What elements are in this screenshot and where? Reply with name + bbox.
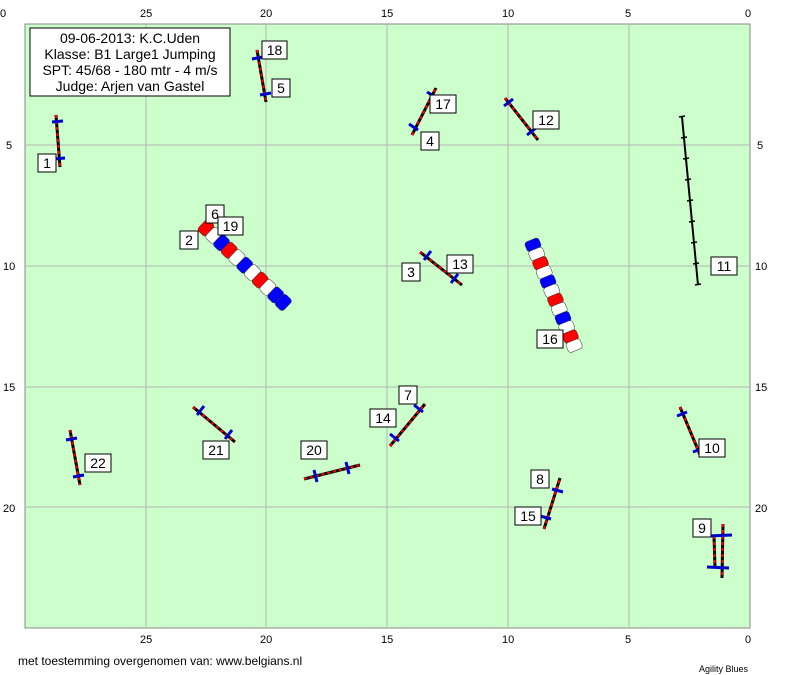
- dogwalk-slat: [690, 241, 698, 244]
- svg-text:11: 11: [717, 258, 732, 274]
- label-15: 15: [514, 506, 542, 526]
- dogwalk-slat: [688, 220, 696, 223]
- x-tick-bottom: 20: [260, 634, 272, 646]
- double-9: [706, 523, 733, 579]
- hurdle-5-18: [251, 49, 272, 103]
- grid-lines: [25, 24, 750, 628]
- info-judge: Judge: Arjen van Gastel: [56, 78, 205, 94]
- svg-text:18: 18: [267, 42, 283, 58]
- label-14: 14: [369, 408, 397, 428]
- info-class: Klasse: B1 Large1 Jumping: [44, 46, 215, 62]
- svg-text:13: 13: [452, 256, 468, 272]
- x-corner-bottom: 0: [745, 634, 751, 646]
- svg-text:8: 8: [536, 471, 544, 487]
- svg-text:3: 3: [407, 264, 415, 280]
- tunnel-segment: [565, 338, 583, 353]
- label-19: 19: [217, 216, 244, 236]
- svg-text:21: 21: [208, 442, 224, 458]
- brand-text: Agility Blues: [698, 664, 748, 674]
- dogwalk-slat: [680, 136, 688, 139]
- info-spt: SPT: 45/68 - 180 mtr - 4 m/s: [42, 62, 217, 78]
- y-tick-right: 15: [755, 382, 767, 394]
- dogwalk-slat: [684, 178, 692, 181]
- label-3: 3: [401, 262, 421, 282]
- svg-text:2: 2: [185, 232, 193, 248]
- hurdle-8-15: [539, 477, 564, 530]
- x-tick-top: 5: [625, 8, 631, 20]
- label-16: 16: [536, 329, 564, 349]
- hurdle-3-13: [419, 250, 463, 287]
- x-corner-right: 0: [745, 8, 751, 20]
- dogwalk-11: [678, 115, 702, 286]
- label-11: 11: [710, 256, 738, 276]
- y-tick-right: 5: [757, 140, 763, 152]
- y-tick-right: 20: [755, 503, 767, 515]
- label-17: 17: [429, 94, 457, 114]
- tunnel-16: [524, 237, 583, 353]
- svg-text:19: 19: [223, 218, 239, 234]
- info-date-place: 09-06-2013: K.C.Uden: [60, 30, 200, 46]
- y-tick-left: 15: [3, 382, 15, 394]
- svg-text:1: 1: [43, 155, 51, 171]
- label-2: 2: [179, 230, 199, 250]
- x-tick-bottom: 5: [625, 634, 631, 646]
- label-7: 7: [398, 385, 418, 405]
- svg-text:14: 14: [375, 410, 391, 426]
- tunnel-segment: [275, 294, 292, 311]
- hurdle-7-14: [388, 403, 427, 447]
- svg-text:4: 4: [426, 133, 434, 149]
- x-tick-top: 25: [140, 8, 152, 20]
- label-5: 5: [271, 78, 291, 98]
- label-13: 13: [446, 254, 474, 274]
- label-1: 1: [37, 153, 57, 173]
- svg-text:12: 12: [538, 112, 554, 128]
- label-10: 10: [698, 438, 726, 458]
- svg-text:20: 20: [306, 442, 322, 458]
- svg-text:5: 5: [277, 80, 285, 96]
- hurdle-21: [192, 405, 236, 444]
- hurdle-20: [303, 461, 361, 483]
- dogwalk-slat: [682, 157, 690, 160]
- y-tick-left: 10: [3, 261, 15, 273]
- dogwalk-slat: [694, 283, 702, 286]
- svg-text:15: 15: [520, 508, 536, 524]
- y-tick-left: 5: [6, 140, 12, 152]
- svg-text:10: 10: [704, 440, 720, 456]
- label-22: 22: [84, 453, 112, 473]
- svg-text:6: 6: [211, 206, 219, 222]
- x-tick-bottom: 10: [502, 634, 514, 646]
- svg-text:7: 7: [404, 387, 412, 403]
- y-tick-left: 20: [3, 503, 15, 515]
- x-tick-bottom: 25: [140, 634, 152, 646]
- dogwalk-slat: [678, 115, 686, 118]
- number-labels: 1 18 5 17 4 12 3 13: [37, 40, 738, 538]
- hurdle-22: [65, 429, 85, 486]
- tunnel-2-6-19: [197, 219, 292, 311]
- x-tick-top: 15: [381, 8, 393, 20]
- label-9: 9: [692, 518, 712, 538]
- svg-text:9: 9: [698, 520, 706, 536]
- x-corner-left: 0: [0, 8, 6, 20]
- axis-labels: 0 0 25 20 15 10 5 25 20 15 10 5 0 5 10 1…: [0, 8, 767, 646]
- label-8: 8: [530, 469, 550, 489]
- info-box: 09-06-2013: K.C.Uden Klasse: B1 Large1 J…: [29, 27, 231, 97]
- svg-text:16: 16: [542, 331, 558, 347]
- svg-text:22: 22: [90, 455, 106, 471]
- x-tick-top: 10: [502, 8, 514, 20]
- label-4: 4: [420, 131, 440, 151]
- credit-text: met toestemming overgenomen van: www.bel…: [18, 654, 303, 668]
- x-tick-bottom: 15: [381, 634, 393, 646]
- label-18: 18: [261, 40, 288, 60]
- svg-text:17: 17: [435, 96, 451, 112]
- y-tick-right: 10: [755, 261, 767, 273]
- label-20: 20: [300, 440, 328, 460]
- label-12: 12: [532, 110, 560, 130]
- x-tick-top: 20: [260, 8, 272, 20]
- label-21: 21: [202, 440, 230, 460]
- dogwalk-slat: [692, 262, 700, 265]
- dogwalk-slat: [686, 199, 694, 202]
